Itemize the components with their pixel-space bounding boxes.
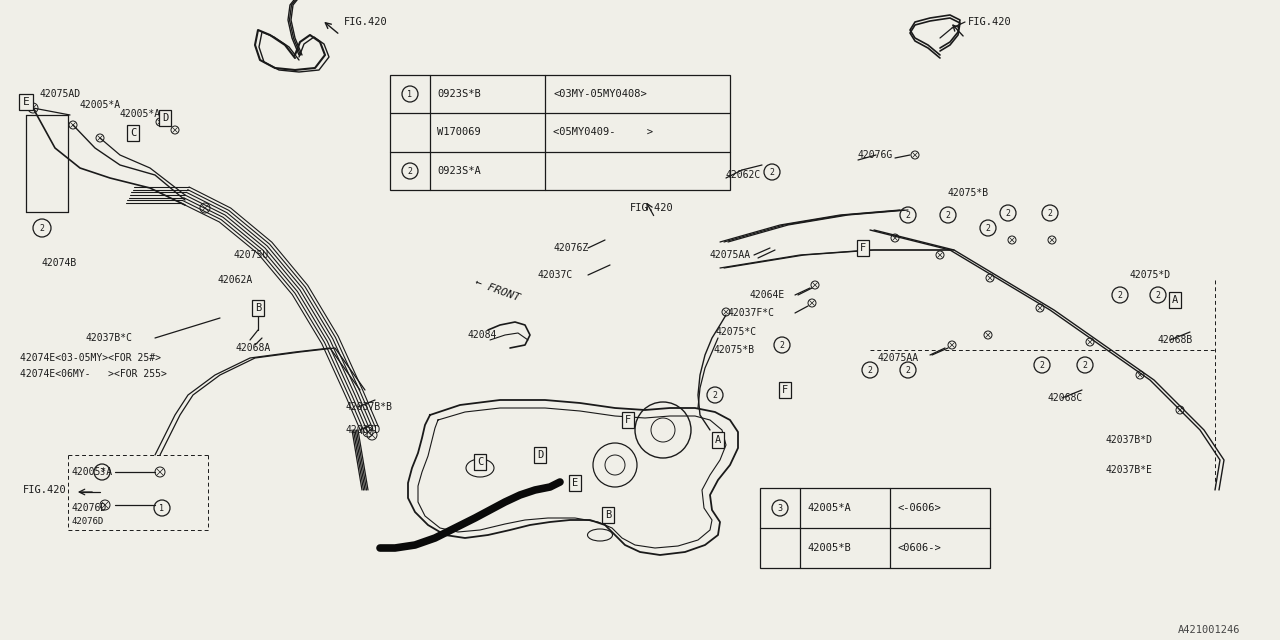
Text: D: D bbox=[161, 113, 168, 123]
Text: 2: 2 bbox=[780, 340, 785, 349]
Text: <05MY0409-     >: <05MY0409- > bbox=[553, 127, 653, 137]
Text: 42068B: 42068B bbox=[1158, 335, 1193, 345]
Text: 2: 2 bbox=[1006, 209, 1010, 218]
Text: 42064E: 42064E bbox=[750, 290, 785, 300]
Text: 3: 3 bbox=[777, 504, 782, 513]
Text: 2: 2 bbox=[407, 166, 412, 175]
Text: 2: 2 bbox=[1047, 209, 1052, 218]
Text: 2: 2 bbox=[868, 365, 873, 374]
Text: 42075AD: 42075AD bbox=[40, 89, 81, 99]
Text: 3: 3 bbox=[100, 467, 105, 477]
Text: 42005*A: 42005*A bbox=[72, 467, 113, 477]
Text: FIG.420: FIG.420 bbox=[630, 203, 673, 213]
Text: F: F bbox=[860, 243, 867, 253]
Text: 42037B*E: 42037B*E bbox=[1105, 465, 1152, 475]
Text: 42037B*D: 42037B*D bbox=[1105, 435, 1152, 445]
Text: 2: 2 bbox=[946, 211, 951, 220]
Text: 42037D: 42037D bbox=[346, 425, 380, 435]
Text: 2: 2 bbox=[1156, 291, 1161, 300]
Text: E: E bbox=[23, 97, 29, 107]
Text: F: F bbox=[625, 415, 631, 425]
Text: 42005*A: 42005*A bbox=[806, 503, 851, 513]
Text: A421001246: A421001246 bbox=[1178, 625, 1240, 635]
Text: 42076G: 42076G bbox=[858, 150, 893, 160]
Text: 2: 2 bbox=[1039, 360, 1044, 369]
Text: 42075*D: 42075*D bbox=[1130, 270, 1171, 280]
Text: D: D bbox=[536, 450, 543, 460]
Text: <-0606>: <-0606> bbox=[897, 503, 941, 513]
Text: 2: 2 bbox=[905, 211, 910, 220]
Text: C: C bbox=[129, 128, 136, 138]
Text: 42076D: 42076D bbox=[72, 518, 104, 527]
Text: 2: 2 bbox=[769, 168, 774, 177]
Text: 42075*B: 42075*B bbox=[948, 188, 989, 198]
Bar bbox=[760, 488, 989, 568]
Text: W170069: W170069 bbox=[436, 127, 481, 137]
Text: 42062A: 42062A bbox=[218, 275, 253, 285]
Text: 0923S*A: 0923S*A bbox=[436, 166, 481, 176]
Text: FIG.420: FIG.420 bbox=[23, 485, 67, 495]
Text: 42075*C: 42075*C bbox=[716, 327, 758, 337]
Text: 42068A: 42068A bbox=[236, 343, 270, 353]
Text: 42075*B: 42075*B bbox=[714, 345, 755, 355]
Text: B: B bbox=[605, 510, 611, 520]
Text: F: F bbox=[782, 385, 788, 395]
Text: E: E bbox=[572, 478, 579, 488]
Text: <03MY-05MY0408>: <03MY-05MY0408> bbox=[553, 89, 646, 99]
Text: B: B bbox=[255, 303, 261, 313]
Text: 42074E<06MY-   ><FOR 255>: 42074E<06MY- ><FOR 255> bbox=[20, 369, 166, 379]
Text: A: A bbox=[1172, 295, 1178, 305]
Text: 42068C: 42068C bbox=[1048, 393, 1083, 403]
Text: 2: 2 bbox=[713, 390, 718, 399]
Text: FIG.420: FIG.420 bbox=[968, 17, 1011, 27]
Text: 42005*A: 42005*A bbox=[120, 109, 161, 119]
Text: 42037F*C: 42037F*C bbox=[728, 308, 774, 318]
Text: 42062C: 42062C bbox=[726, 170, 762, 180]
Text: ← FRONT: ← FRONT bbox=[474, 277, 521, 303]
Text: 42074B: 42074B bbox=[42, 258, 77, 268]
Text: 1: 1 bbox=[160, 504, 165, 513]
Bar bbox=[390, 75, 730, 190]
Text: 42005*A: 42005*A bbox=[79, 100, 122, 110]
Text: 2: 2 bbox=[986, 223, 991, 232]
Text: 42037C: 42037C bbox=[538, 270, 573, 280]
Text: <0606->: <0606-> bbox=[897, 543, 941, 553]
Text: A: A bbox=[714, 435, 721, 445]
Text: 2: 2 bbox=[905, 365, 910, 374]
Text: 42075U: 42075U bbox=[233, 250, 269, 260]
Text: 42075AA: 42075AA bbox=[878, 353, 919, 363]
Text: FIG.420: FIG.420 bbox=[344, 17, 388, 27]
Text: 42037B*C: 42037B*C bbox=[84, 333, 132, 343]
Text: 42076Z: 42076Z bbox=[553, 243, 589, 253]
Text: 1: 1 bbox=[407, 90, 412, 99]
Text: 42084: 42084 bbox=[467, 330, 497, 340]
Text: 2: 2 bbox=[1083, 360, 1088, 369]
Text: 42076D: 42076D bbox=[72, 503, 108, 513]
Text: 42075AA: 42075AA bbox=[710, 250, 751, 260]
Text: 0923S*B: 0923S*B bbox=[436, 89, 481, 99]
Text: 2: 2 bbox=[40, 223, 45, 232]
Text: C: C bbox=[477, 457, 483, 467]
Text: 2: 2 bbox=[1117, 291, 1123, 300]
Text: 42005*B: 42005*B bbox=[806, 543, 851, 553]
Text: 42037B*B: 42037B*B bbox=[346, 402, 392, 412]
Text: 42074E<03-05MY><FOR 25#>: 42074E<03-05MY><FOR 25#> bbox=[20, 353, 161, 363]
